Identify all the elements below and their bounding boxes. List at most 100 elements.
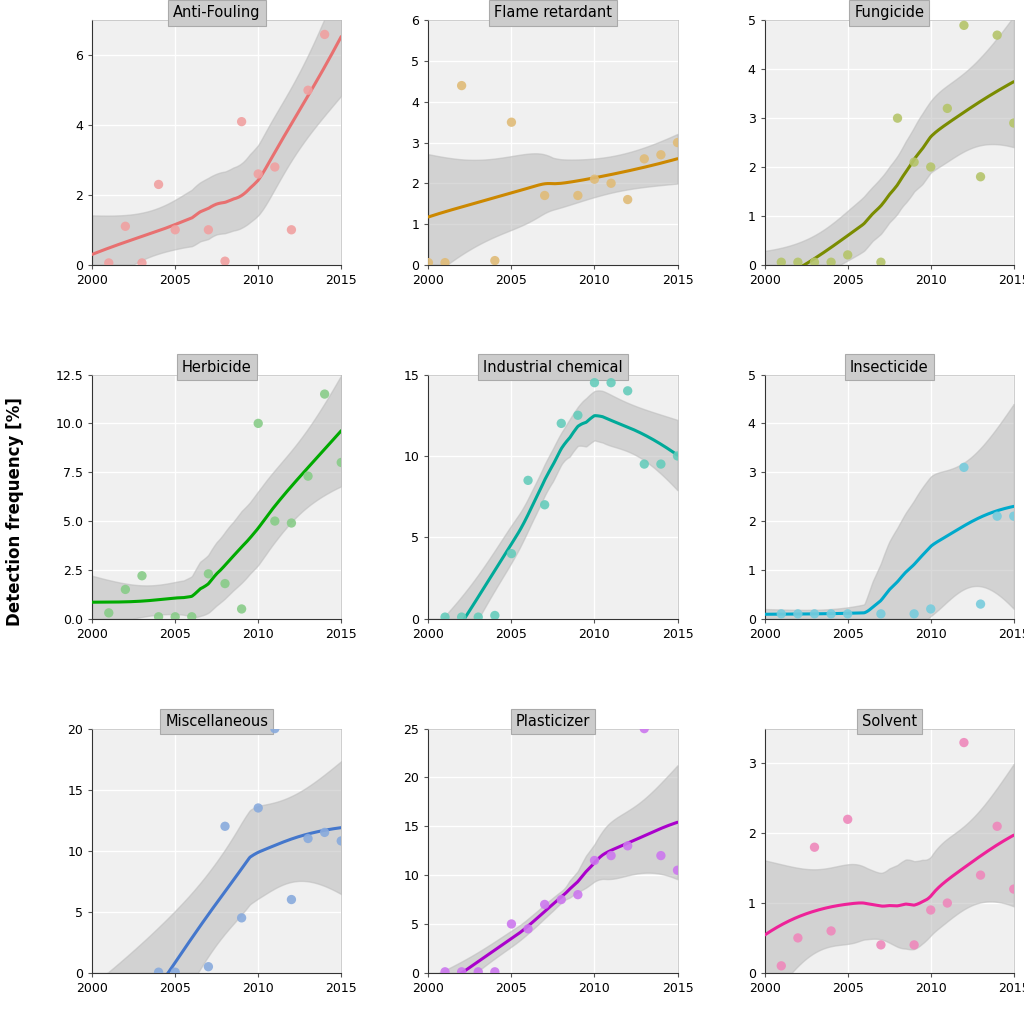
Point [284,221,300,238]
Point [454,78,470,94]
Point [537,187,553,204]
Title: Herbicide: Herbicide [182,359,252,375]
Point [670,134,686,151]
Point [537,497,553,513]
Point [437,964,454,980]
Point [620,191,636,208]
Title: Solvent: Solvent [861,714,916,729]
Point [217,253,233,269]
Title: Industrial chemical: Industrial chemical [483,359,623,375]
Point [100,255,117,271]
Point [955,17,972,34]
Point [955,734,972,751]
Point [300,468,316,484]
Point [503,546,519,562]
Point [652,848,669,864]
Point [100,605,117,622]
Point [652,456,669,472]
Point [906,154,923,170]
Point [806,254,822,270]
Point [470,609,486,626]
Point [316,386,333,402]
Point [233,601,250,617]
Point [636,456,652,472]
Point [537,896,553,912]
Title: Plasticizer: Plasticizer [516,714,590,729]
Point [939,100,955,117]
Title: Flame retardant: Flame retardant [494,5,612,20]
Point [300,82,316,98]
Point [790,605,806,622]
Point [217,575,233,592]
Point [503,114,519,130]
Point [316,824,333,841]
Point [840,811,856,827]
Point [420,254,436,270]
Point [840,247,856,263]
Point [906,937,923,953]
Point [973,596,989,612]
Point [823,923,840,939]
Point [151,176,167,193]
Point [520,921,537,937]
Point [823,605,840,622]
Point [773,254,790,270]
Point [437,609,454,626]
Point [217,818,233,835]
Point [553,415,569,431]
Point [1006,881,1022,897]
Point [333,455,349,471]
Point [989,818,1006,835]
Point [454,609,470,626]
Point [233,114,250,130]
Point [670,862,686,879]
Title: Anti-Fouling: Anti-Fouling [173,5,260,20]
Point [201,958,217,975]
Point [773,957,790,974]
Point [973,867,989,884]
Point [587,852,603,868]
Point [872,605,889,622]
Point [201,221,217,238]
Point [1006,115,1022,131]
Point [620,838,636,854]
Point [553,891,569,907]
Point [266,159,283,175]
Point [773,605,790,622]
Point [201,565,217,582]
Point [806,839,822,855]
Text: Detection frequency [%]: Detection frequency [%] [6,397,25,627]
Point [569,187,586,204]
Point [587,375,603,391]
Title: Insecticide: Insecticide [850,359,929,375]
Point [1006,508,1022,524]
Point [939,895,955,911]
Point [603,848,620,864]
Point [437,254,454,270]
Point [973,169,989,185]
Point [250,415,266,431]
Point [923,902,939,919]
Point [520,472,537,488]
Point [333,5,349,22]
Point [167,608,183,625]
Title: Fungicide: Fungicide [854,5,925,20]
Point [923,159,939,175]
Point [569,887,586,903]
Point [333,833,349,849]
Point [300,830,316,847]
Point [652,146,669,163]
Point [790,930,806,946]
Point [454,964,470,980]
Point [806,605,822,622]
Point [486,964,503,980]
Point [266,513,283,529]
Point [603,175,620,191]
Point [906,605,923,622]
Point [266,721,283,737]
Point [503,915,519,932]
Point [134,567,151,584]
Point [316,27,333,43]
Point [183,608,200,625]
Point [823,254,840,270]
